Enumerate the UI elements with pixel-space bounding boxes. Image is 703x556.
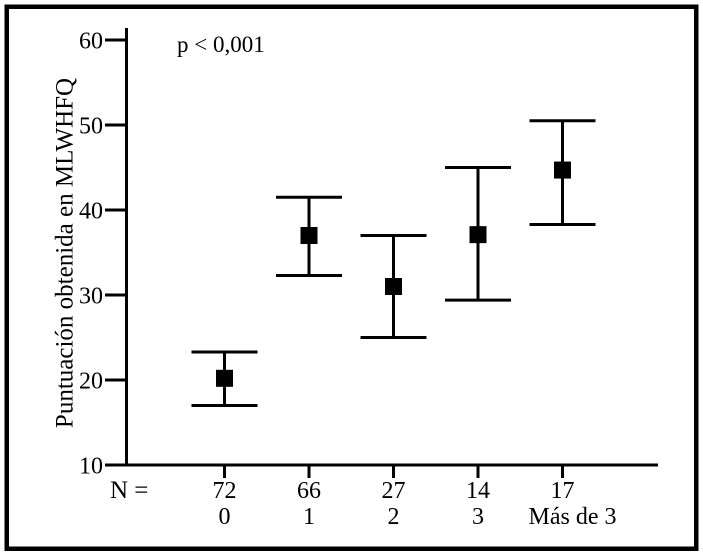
p-value-annotation: p < 0,001 [177,32,265,57]
x-axis-category-label: 1 [303,504,315,530]
mean-marker [385,278,402,295]
n-equals-label: N = [110,477,148,504]
x-axis-category-label: 0 [219,504,231,530]
mean-marker [469,226,487,244]
error-bar [529,119,596,226]
figure-border [4,4,699,551]
mean-marker [216,369,233,387]
n-value-label: 14 [466,478,490,504]
x-axis-category-label: 3 [472,504,484,530]
mean-marker [554,161,571,179]
y-axis-tick-label: 50 [79,114,103,140]
error-bar [445,166,511,302]
y-axis-tick-label: 30 [79,284,103,310]
n-value-label: 27 [382,478,406,504]
y-axis-tick-label: 60 [79,29,103,55]
x-axis-category-label: Más de 3 [529,504,617,530]
n-value-label: 72 [213,478,237,504]
mean-marker [300,227,318,244]
y-axis-tick-label: 10 [79,454,103,480]
y-axis-title: Puntuación obtenida en MLWHFQ [52,78,79,428]
y-axis-tick-label: 20 [79,369,103,395]
n-value-label: 66 [297,478,321,504]
error-bar [360,234,427,339]
x-axis-category-label: 2 [388,504,400,530]
error-bar [276,195,342,277]
n-value-label: 17 [551,478,575,504]
error-bar [191,350,258,407]
y-axis-tick-label: 40 [79,199,103,225]
